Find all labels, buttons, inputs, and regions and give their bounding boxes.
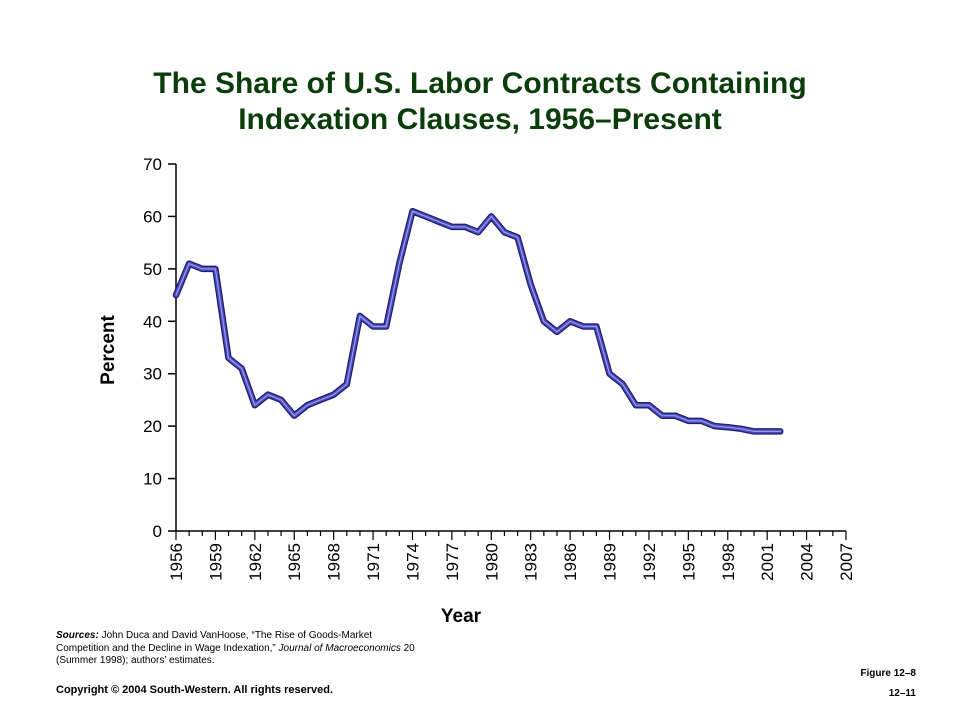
- chart-title: The Share of U.S. Labor Contracts Contai…: [0, 66, 960, 138]
- line-chart: 0 10 20 30 40 50 60 70 1956 1959 1962 1965 1968 1971 1…: [98, 155, 856, 627]
- y-tick-label-3: 30: [143, 365, 162, 384]
- x-tick-label-7: 1977: [443, 543, 462, 581]
- y-tick-label-0: 0: [153, 522, 162, 541]
- y-tick-label-7: 70: [143, 155, 162, 174]
- sources-journal: Journal of Macroeconomics: [278, 642, 401, 654]
- y-tick-label-1: 10: [143, 470, 162, 489]
- x-tick-label-4: 1968: [325, 543, 344, 581]
- y-axis-label: Percent: [98, 314, 119, 384]
- x-tick-label-2: 1962: [246, 543, 265, 581]
- x-tick-label-17: 2007: [837, 543, 856, 581]
- x-tick-label-3: 1965: [285, 543, 304, 581]
- sources-text-2: 20 (Summer 1998); authors’ estimates.: [56, 642, 415, 667]
- figure-number: Figure 12–8: [860, 668, 916, 679]
- y-tick-label-4: 40: [143, 312, 162, 331]
- x-tick-label-13: 1995: [679, 543, 698, 581]
- x-tick-label-16: 2004: [798, 543, 817, 581]
- series-0-highlight: [175, 210, 781, 432]
- chart-title-line-2: Indexation Clauses, 1956–Present: [238, 103, 722, 136]
- x-tick-label-15: 2001: [758, 543, 777, 581]
- x-tick-label-6: 1974: [403, 543, 422, 581]
- copyright-notice: Copyright © 2004 South-Western. All righ…: [56, 684, 334, 696]
- x-tick-label-0: 1956: [167, 543, 186, 581]
- sources-text-1: John Duca and David VanHoose, “The Rise …: [56, 630, 373, 654]
- y-tick-label-5: 50: [143, 260, 162, 279]
- page-number: 12–11: [888, 688, 916, 699]
- x-tick-label-1: 1959: [206, 543, 225, 581]
- sources-note: Sources: John Duca and David VanHoose, “…: [56, 630, 426, 668]
- x-tick-label-9: 1983: [522, 543, 541, 581]
- y-tick-label-2: 20: [143, 417, 162, 436]
- x-tick-label-11: 1989: [601, 543, 620, 581]
- x-tick-label-5: 1971: [364, 543, 383, 581]
- figure-labels: Figure 12–8 12–11: [860, 664, 916, 704]
- sources-label: Sources:: [56, 630, 99, 641]
- x-tick-label-10: 1986: [561, 543, 580, 581]
- x-tick-label-12: 1992: [640, 543, 659, 581]
- y-tick-label-6: 60: [143, 207, 162, 226]
- x-axis-label: Year: [441, 606, 482, 627]
- series-0-outline: [172, 207, 784, 435]
- x-tick-label-8: 1980: [482, 543, 501, 581]
- chart-title-line-1: The Share of U.S. Labor Contracts Contai…: [153, 67, 807, 100]
- x-tick-label-14: 1998: [719, 543, 738, 581]
